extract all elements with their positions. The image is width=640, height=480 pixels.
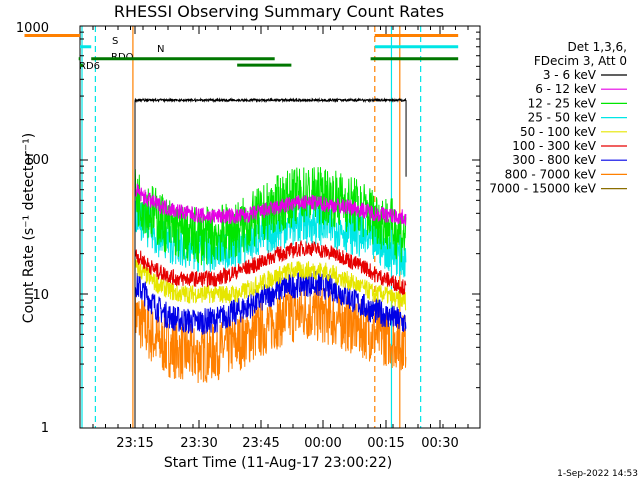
x-tick-label: 00:15 [367,436,404,451]
x-tick-label: 23:15 [116,436,153,451]
legend-header-detectors: Det 1,3,6, [568,40,628,54]
x-tick-label: 00:00 [304,436,341,451]
series-line [134,183,407,226]
legend-header-fdecim: FDecim 3, Att 0 [534,54,627,68]
flag-label-rd6: RD6 [79,61,100,72]
x-tick-label: 23:45 [242,436,279,451]
chart-title: RHESSI Observing Summary Count Rates [114,2,444,21]
legend-entry-label: 3 - 6 keV [543,68,597,82]
x-tick-label: 23:30 [180,436,217,451]
legend-entry-label: 12 - 25 keV [528,96,597,110]
series-line [134,97,407,104]
legend-entry-label: 7000 - 15000 keV [489,182,596,196]
legend-entry-label: 800 - 7000 keV [505,167,597,181]
legend-entry-label: 50 - 100 keV [520,125,597,139]
flag-label-n: N [157,44,164,55]
series-line [134,259,407,312]
x-tick-label: 00:30 [421,436,458,451]
flag-label-s: S [112,36,118,47]
axes [80,25,480,429]
plot-content [81,26,422,428]
series-line [134,269,407,335]
series-line [134,240,407,295]
series-line [134,284,407,384]
y-tick-label: 100 [24,153,49,168]
x-axis-label: Start Time (11-Aug-17 23:00:22) [164,455,392,471]
legend-entry-label: 6 - 12 keV [535,82,597,96]
timestamp: 1-Sep-2022 14:53 [557,469,638,479]
legend-entry-label: 25 - 50 keV [528,111,597,125]
y-tick-label: 1000 [16,21,49,36]
legend-entry-label: 100 - 300 keV [512,139,596,153]
series-line [134,196,407,278]
instrument-flags: S N RDO RD6 [24,33,459,72]
y-tick-label: 1 [41,421,49,436]
y-tick-label: 10 [32,288,49,303]
y-axis-label: Count Rate (s⁻¹ detector⁻¹) [21,133,37,323]
legend-entry-label: 300 - 800 keV [512,153,596,167]
